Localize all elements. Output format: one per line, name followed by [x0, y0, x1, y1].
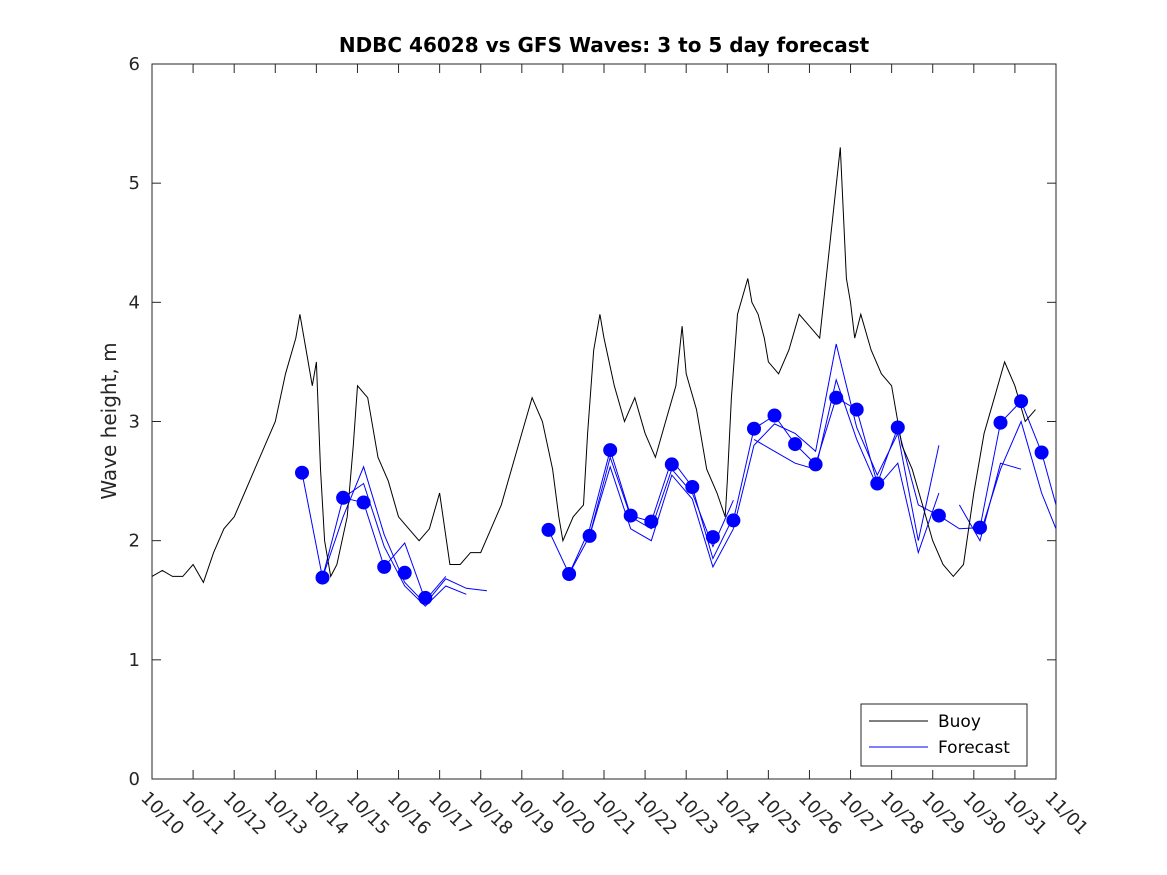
forecast-point	[541, 522, 556, 537]
y-tick-label: 5	[129, 173, 140, 194]
y-tick-label: 3	[129, 412, 140, 433]
y-tick-label: 0	[129, 769, 140, 790]
forecast-point	[993, 415, 1008, 430]
legend-forecast-label: Forecast	[938, 738, 1010, 758]
plot-area	[151, 63, 1057, 780]
forecast-point	[685, 480, 700, 494]
forecast-point	[377, 559, 392, 574]
forecast-point	[315, 570, 330, 585]
forecast-point	[562, 567, 577, 581]
legend-buoy-label: Buoy	[938, 712, 981, 732]
chart-title: NDBC 46028 vs GFS Waves: 3 to 5 day fore…	[339, 33, 870, 57]
legend: Buoy Forecast	[860, 703, 1028, 767]
forecast-point	[849, 402, 864, 417]
forecast-line	[548, 455, 734, 576]
forecast-point	[705, 530, 720, 545]
forecast-point	[1034, 445, 1049, 460]
forecast-point	[726, 513, 741, 528]
forecast-point	[644, 514, 659, 529]
forecast-line	[979, 420, 1057, 535]
forecast-point	[829, 390, 844, 405]
forecast-point	[870, 476, 885, 491]
y-axis-label: Wave height, m	[97, 342, 121, 499]
forecast-line	[589, 465, 734, 569]
forecast-point	[397, 565, 412, 580]
forecast-point	[603, 443, 618, 458]
y-tick-label: 2	[129, 531, 140, 552]
forecast-point	[931, 508, 946, 523]
forecast-point	[582, 528, 597, 543]
forecast-line	[753, 377, 940, 555]
forecast-point	[788, 437, 803, 452]
plot-series	[151, 147, 1057, 607]
y-tick-label: 4	[129, 292, 140, 313]
forecast-point	[767, 408, 782, 423]
forecast-point	[418, 590, 433, 605]
forecast-point	[808, 457, 823, 472]
forecast-point	[1014, 394, 1029, 409]
forecast-point	[973, 520, 987, 535]
forecast-point	[295, 465, 309, 480]
forecast-point	[747, 421, 761, 436]
forecast-point	[336, 490, 351, 505]
forecast-line	[301, 465, 487, 605]
forecast-point	[664, 457, 679, 472]
buoy-line	[151, 147, 1036, 584]
y-axis: 0 1 2 3 4 5 6	[129, 54, 1056, 790]
forecast-point	[623, 508, 638, 523]
y-tick-label: 6	[129, 54, 140, 75]
forecast-point	[356, 495, 371, 510]
legend-box	[860, 703, 1028, 767]
forecast-point	[890, 420, 905, 435]
forecast-line	[732, 343, 940, 541]
y-tick-label: 1	[129, 650, 140, 671]
